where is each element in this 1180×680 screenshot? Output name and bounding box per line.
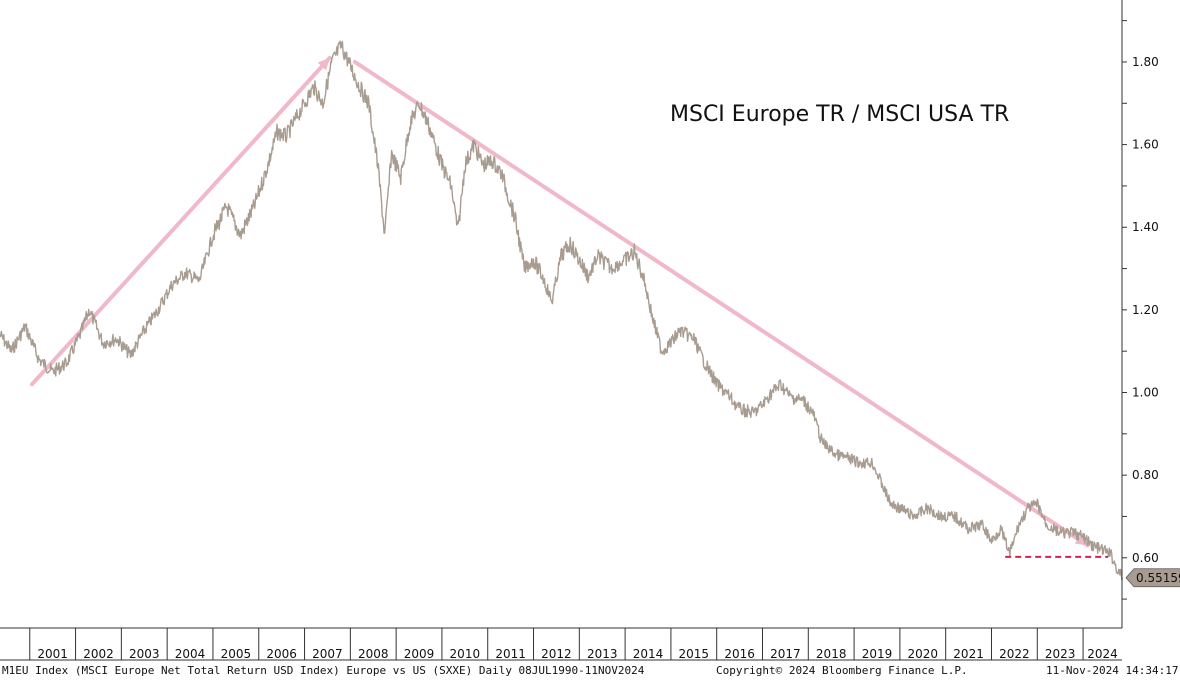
x-tick-label: 2001 (37, 647, 68, 661)
trend-line-1 (30, 55, 332, 387)
y-tick-labels: 0.60 0.80 1.00 1.20 1.40 1.60 1.80 (1132, 55, 1159, 565)
footer-source: M1EU Index (MSCI Europe Net Total Return… (2, 664, 645, 677)
x-tick-label: 2020 (908, 647, 939, 661)
trend-arrowhead-1 (317, 57, 330, 71)
x-tick-label: 2017 (770, 647, 801, 661)
x-tick-label: 2021 (953, 647, 984, 661)
axes (0, 0, 1127, 661)
x-tick-label: 2010 (450, 647, 481, 661)
footer-timestamp: 11-Nov-2024 14:34:17 (1046, 664, 1179, 677)
y-tick-label: 0.80 (1132, 468, 1159, 482)
y-tick-label: 1.40 (1132, 220, 1159, 234)
x-tick-label: 2004 (175, 647, 206, 661)
x-tick-labels: 2001 2002 2003 2004 2005 2006 2007 2008 2009 2010… (37, 647, 1117, 661)
last-value-label: 0.55159 (1136, 571, 1180, 585)
y-tick-label: 1.60 (1132, 138, 1159, 152)
x-tick-label: 2015 (679, 647, 710, 661)
x-tick-label: 2011 (495, 647, 526, 661)
last-value-tag-shape (1125, 568, 1180, 588)
x-tick-label: 2012 (541, 647, 572, 661)
y-tick-label: 1.00 (1132, 386, 1159, 400)
x-tick-label: 2007 (312, 647, 343, 661)
chart-svg: 0.600.801.001.201.401.601.80 2001 2002 200… (0, 0, 1180, 661)
x-tick-label: 2016 (724, 647, 755, 661)
series-group (0, 40, 1124, 581)
x-tick-label: 2014 (633, 647, 664, 661)
y-tick-label: 1.80 (1132, 55, 1159, 69)
y-tick-label: 0.60 (1132, 551, 1159, 565)
x-tick-label: 2003 (129, 647, 160, 661)
x-tick-label: 2019 (862, 647, 893, 661)
x-tick-label: 2013 (587, 647, 618, 661)
footer-copyright: Copyright© 2024 Bloomberg Finance L.P. (716, 664, 968, 677)
y-tick-label: 1.20 (1132, 303, 1159, 317)
x-tick-label: 2023 (1045, 647, 1076, 661)
x-tick-label: 2018 (816, 647, 847, 661)
x-tick-label: 2008 (358, 647, 389, 661)
trend-lines (30, 55, 1090, 548)
chart-title: MSCI Europe TR / MSCI USA TR (670, 102, 1009, 127)
x-tick-label: 2005 (221, 647, 252, 661)
x-tick-label: 2024 (1087, 647, 1118, 661)
series-line-1 (0, 40, 1124, 581)
x-tick-label: 2002 (83, 647, 114, 661)
last-value-tag: 0.55159 (1125, 568, 1180, 588)
x-tick-label: 2006 (266, 647, 297, 661)
x-tick-label: 2009 (404, 647, 435, 661)
trend-line-2 (352, 59, 1090, 548)
x-tick-label: 2022 (999, 647, 1030, 661)
